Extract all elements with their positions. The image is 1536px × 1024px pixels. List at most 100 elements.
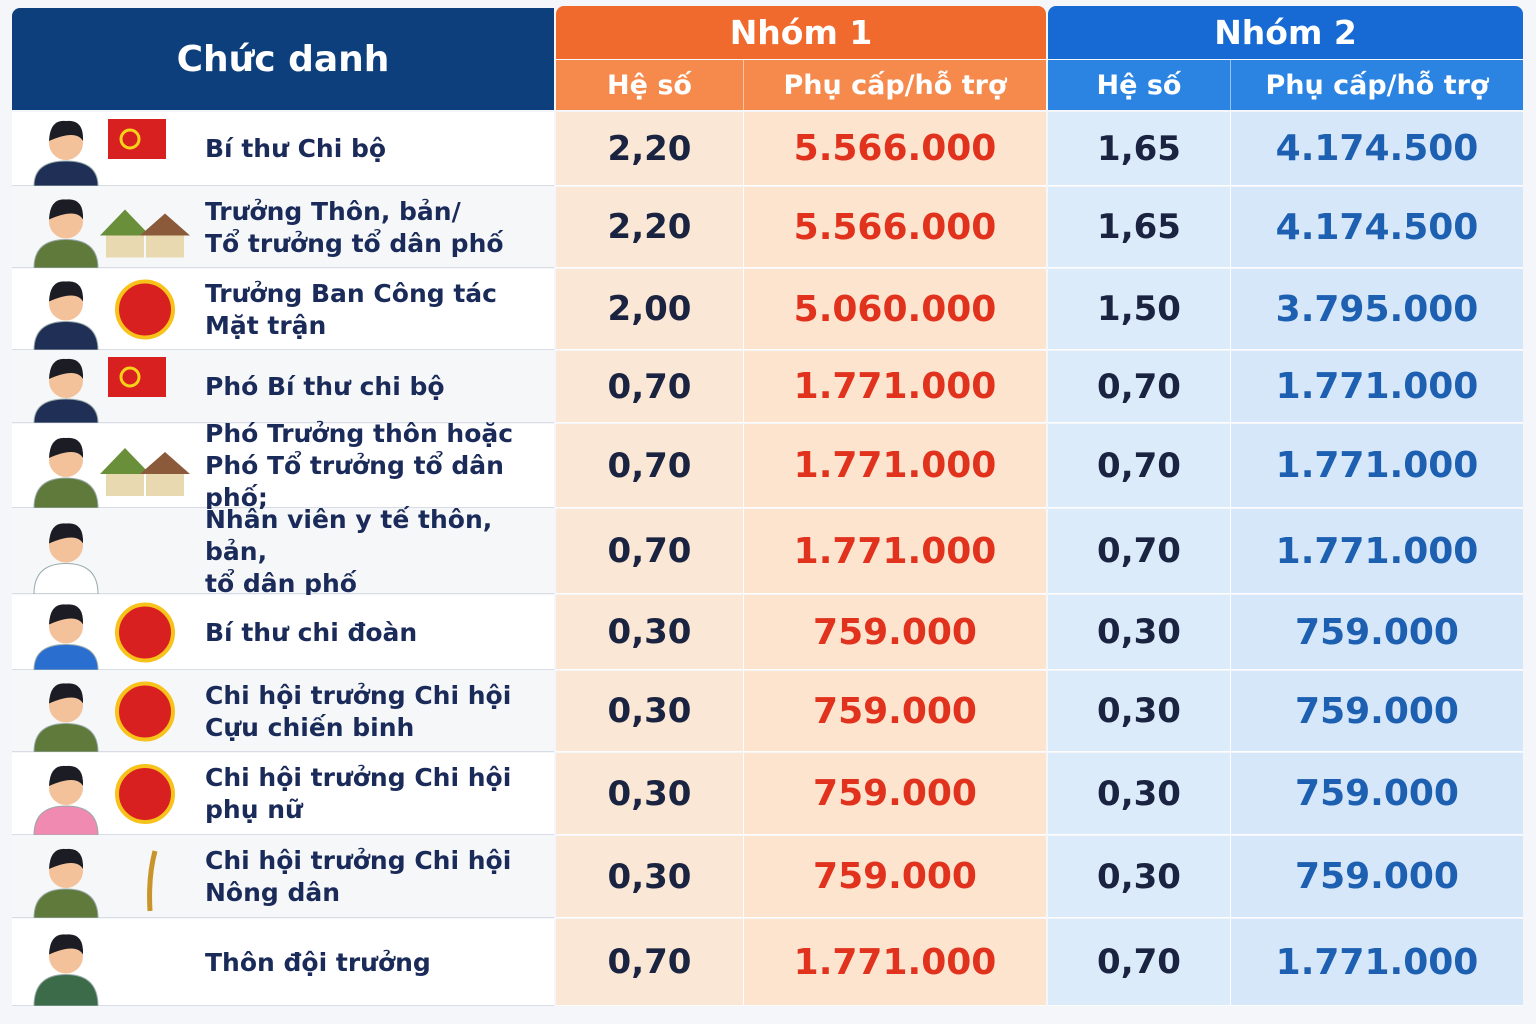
amount-cell: 759.000 [1230, 753, 1523, 835]
coefficient-cell: 2,20 [556, 187, 743, 268]
amount-cell: 1.771.000 [1230, 424, 1523, 508]
amount-cell: 4.174.500 [1230, 187, 1523, 268]
column-header: Hệ số [556, 60, 743, 110]
title-line: Phó Bí thư chi bộ [205, 372, 445, 401]
title-line: Bí thư chi đoàn [205, 617, 418, 647]
coefficient-cell: 0,70 [1048, 919, 1230, 1006]
group-header: Nhóm 1 [556, 6, 1046, 59]
amount-cell: 4.174.500 [1230, 112, 1523, 186]
title-line: Chi hội trưởng Chi hội [205, 680, 512, 710]
title-line: Bí thư Chi bộ [205, 134, 387, 163]
title-cell [12, 836, 554, 918]
icon [33, 848, 158, 918]
title-line: Trưởng Ban Công tác [205, 278, 497, 308]
title-line: Phó Trưởng thôn hoặc [205, 419, 514, 448]
title-text: Trưởng Ban Công tác Mặt trận [205, 269, 545, 350]
coefficient-cell: 0,30 [556, 753, 743, 835]
coefficient-cell: 2,00 [556, 269, 743, 350]
icon [33, 602, 175, 670]
icon [33, 681, 175, 752]
amount-cell: 5.060.000 [743, 269, 1046, 350]
amount-cell: 759.000 [743, 595, 1046, 670]
amount-cell: 1.771.000 [743, 424, 1046, 508]
title-line: Thôn đội trưởng [205, 947, 431, 977]
title-cell [12, 595, 554, 670]
icon [33, 764, 175, 835]
coefficient-cell: 0,70 [1048, 351, 1230, 423]
title-line: Cựu chiến binh [205, 712, 415, 742]
coefficient-cell: 1,65 [1048, 187, 1230, 268]
coefficient-cell: 1,65 [1048, 112, 1230, 186]
column-header: Hệ số [1048, 60, 1230, 110]
coefficient-cell: 0,70 [556, 509, 743, 594]
title-line: Phó Tổ trưởng tổ dân phố; [205, 451, 504, 512]
amount-cell: 759.000 [1230, 595, 1523, 670]
title-text: Chi hội trưởng Chi hội Nông dân [205, 836, 545, 918]
coefficient-cell: 2,20 [556, 112, 743, 186]
amount-cell: 3.795.000 [1230, 269, 1523, 350]
title-text: Thôn đội trưởng [205, 919, 545, 1006]
title-text: Trưởng Thôn, bản/Tổ trưởng tổ dân phố [205, 187, 545, 268]
coefficient-cell: 0,30 [556, 671, 743, 752]
icon [33, 357, 166, 423]
icon [33, 437, 190, 508]
coefficient-cell: 0,70 [1048, 424, 1230, 508]
column-header: Phụ cấp/hỗ trợ [743, 60, 1046, 110]
amount-cell: 759.000 [743, 836, 1046, 918]
coefficient-cell: 0,70 [556, 351, 743, 423]
title-cell [12, 351, 554, 423]
title-text: Bí thư chi đoàn [205, 595, 545, 670]
title-cell [12, 753, 554, 835]
title-text: Bí thư Chi bộ [205, 112, 545, 186]
coefficient-cell: 0,30 [1048, 753, 1230, 835]
icon [33, 523, 99, 594]
title-cell [12, 509, 554, 594]
title-text: Chi hội trưởng Chi hội phụ nữ [205, 753, 545, 835]
title-line: Trưởng Thôn, bản/ [205, 196, 461, 226]
title-text: Nhân viên y tế thôn, bản, tổ dân phố [205, 505, 545, 598]
title-text: Phó Bí thư chi bộ [205, 351, 545, 423]
coefficient-cell: 1,50 [1048, 269, 1230, 350]
column-header: Phụ cấp/hỗ trợ [1230, 60, 1523, 110]
title-cell [12, 424, 554, 508]
amount-cell: 5.566.000 [743, 112, 1046, 186]
amount-cell: 1.771.000 [743, 919, 1046, 1006]
title-header: Chức danh [12, 8, 554, 110]
title-line: Mặt trận [205, 310, 327, 340]
title-line: Chi hội trưởng Chi hội [205, 846, 512, 875]
amount-cell: 759.000 [743, 671, 1046, 752]
title-cell [12, 112, 554, 186]
coefficient-cell: 0,70 [556, 919, 743, 1006]
amount-cell: 759.000 [1230, 836, 1523, 918]
title-text: Phó Trưởng thôn hoặc Phó Tổ trưởng tổ dân… [205, 419, 545, 512]
title-cell [12, 269, 554, 350]
amount-cell: 759.000 [1230, 671, 1523, 752]
amount-cell: 759.000 [743, 753, 1046, 835]
title-text: Chi hội trưởng Chi hội Cựu chiến binh [205, 671, 545, 752]
amount-cell: 1.771.000 [743, 351, 1046, 423]
title-cell [12, 671, 554, 752]
icon [33, 199, 190, 268]
title-line: Nhân viên y tế thôn, bản, [205, 504, 493, 566]
icon [33, 279, 175, 350]
coefficient-cell: 0,70 [1048, 509, 1230, 594]
title-line: Tổ trưởng tổ dân phố [205, 228, 504, 258]
amount-cell: 1.771.000 [1230, 509, 1523, 594]
title-line: phụ nữ [205, 795, 303, 824]
coefficient-cell: 0,30 [556, 595, 743, 670]
amount-cell: 1.771.000 [1230, 351, 1523, 423]
amount-cell: 1.771.000 [1230, 919, 1523, 1006]
icon [33, 119, 166, 186]
amount-cell: 5.566.000 [743, 187, 1046, 268]
icon [33, 934, 99, 1006]
coefficient-cell: 0,30 [1048, 836, 1230, 918]
coefficient-cell: 0,30 [556, 836, 743, 918]
coefficient-cell: 0,30 [1048, 671, 1230, 752]
title-line: Chi hội trưởng Chi hội [205, 763, 512, 792]
title-line: Nông dân [205, 878, 341, 907]
title-cell [12, 187, 554, 268]
coefficient-cell: 0,30 [1048, 595, 1230, 670]
coefficient-cell: 0,70 [556, 424, 743, 508]
group-header: Nhóm 2 [1048, 6, 1523, 59]
